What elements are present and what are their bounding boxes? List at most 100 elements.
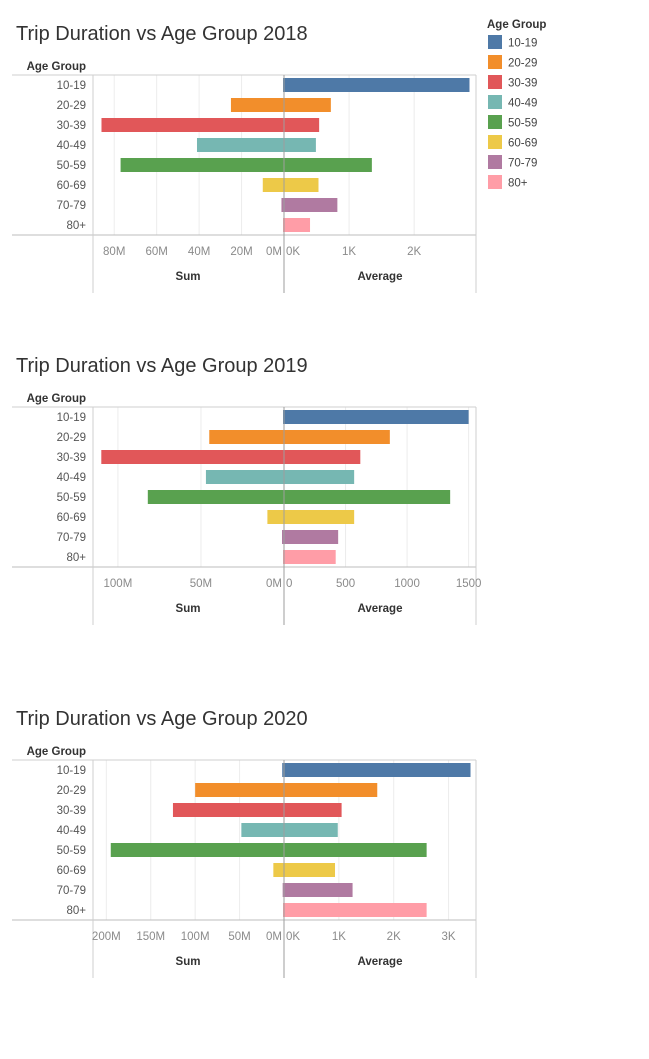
sum-bar — [196, 138, 284, 152]
category-label: 50-59 — [57, 492, 86, 504]
average-bar — [284, 98, 331, 112]
sum-bar — [282, 883, 284, 897]
category-label: 60-69 — [57, 512, 86, 524]
legend-label: 30-39 — [508, 78, 537, 90]
row-header: Age Group — [27, 393, 86, 405]
sum-bar — [282, 530, 284, 544]
chart-title: Trip Duration vs Age Group 2019 — [16, 355, 308, 377]
average-bar — [284, 178, 319, 192]
sum-tick-label: 50M — [190, 578, 212, 590]
category-label: 20-29 — [57, 785, 86, 797]
sum-tick-label: 0M — [266, 578, 282, 590]
legend-swatch — [488, 75, 502, 89]
average-bar — [284, 430, 390, 444]
category-label: 10-19 — [57, 412, 86, 424]
legend-label: 40-49 — [508, 98, 537, 110]
average-bar — [284, 550, 336, 564]
average-bar — [284, 510, 355, 524]
category-label: 60-69 — [57, 180, 86, 192]
average-bar — [284, 763, 471, 777]
category-label: 40-49 — [57, 140, 86, 152]
row-header: Age Group — [27, 746, 86, 758]
average-bar — [284, 158, 372, 172]
average-bar — [284, 218, 311, 232]
sum-tick-label: 0M — [266, 931, 282, 943]
average-axis-title: Average — [358, 956, 403, 968]
sum-tick-label: 60M — [145, 246, 167, 258]
average-tick-label: 1K — [332, 931, 346, 943]
sum-bar — [282, 763, 284, 777]
sum-bar — [195, 783, 284, 797]
legend-swatch — [488, 135, 502, 149]
average-bar — [284, 843, 427, 857]
category-label: 80+ — [66, 905, 86, 917]
sum-bar — [172, 803, 284, 817]
sum-bar — [281, 198, 284, 212]
legend-label: 80+ — [508, 178, 528, 190]
legend-label: 70-79 — [508, 158, 537, 170]
sum-axis-title: Sum — [176, 271, 201, 283]
sum-tick-label: 100M — [181, 931, 210, 943]
sum-bar — [241, 823, 284, 837]
sum-tick-label: 100M — [104, 578, 133, 590]
average-bar — [284, 783, 378, 797]
legend-swatch — [488, 115, 502, 129]
legend-label: 10-19 — [508, 38, 537, 50]
average-bar — [284, 530, 339, 544]
chart-panel-2: Trip Duration vs Age Group 2019 Age Group… — [12, 355, 481, 625]
average-tick-label: 1000 — [394, 578, 420, 590]
legend-label: 50-59 — [508, 118, 537, 130]
sum-tick-label: 40M — [188, 246, 210, 258]
average-tick-label: 0 — [286, 578, 292, 590]
sum-bar — [273, 863, 284, 877]
category-label: 50-59 — [57, 845, 86, 857]
average-bar — [284, 450, 361, 464]
legend-swatch — [488, 95, 502, 109]
chart-title: Trip Duration vs Age Group 2020 — [16, 708, 308, 730]
average-bar — [284, 863, 336, 877]
average-bar — [284, 118, 320, 132]
category-label: 80+ — [66, 552, 86, 564]
average-bar — [284, 78, 470, 92]
average-axis-title: Average — [358, 603, 403, 615]
legend-swatch — [488, 155, 502, 169]
legend-title: Age Group — [487, 19, 546, 31]
category-label: 10-19 — [57, 80, 86, 92]
average-bar — [284, 470, 355, 484]
average-axis-title: Average — [358, 271, 403, 283]
average-bar — [284, 883, 353, 897]
average-bar — [284, 903, 427, 917]
sum-bar — [120, 158, 284, 172]
legend-label: 20-29 — [508, 58, 537, 70]
sum-axis-title: Sum — [176, 603, 201, 615]
average-tick-label: 2K — [387, 931, 401, 943]
sum-tick-label: 150M — [136, 931, 165, 943]
sum-tick-label: 200M — [92, 931, 121, 943]
sum-bar — [101, 118, 284, 132]
category-label: 70-79 — [57, 200, 86, 212]
average-bar — [284, 490, 451, 504]
category-label: 40-49 — [57, 825, 86, 837]
average-tick-label: 0K — [286, 246, 300, 258]
average-tick-label: 3K — [442, 931, 456, 943]
average-tick-label: 1500 — [456, 578, 482, 590]
sum-bar — [205, 470, 284, 484]
legend-label: 60-69 — [508, 138, 537, 150]
sum-bar — [209, 430, 284, 444]
average-tick-label: 500 — [336, 578, 355, 590]
row-header: Age Group — [27, 61, 86, 73]
sum-bar — [267, 510, 284, 524]
category-label: 40-49 — [57, 472, 86, 484]
sum-tick-label: 80M — [103, 246, 125, 258]
chart-title: Trip Duration vs Age Group 2018 — [16, 23, 308, 45]
category-label: 10-19 — [57, 765, 86, 777]
sum-tick-label: 0M — [266, 246, 282, 258]
sum-bar — [230, 98, 284, 112]
average-tick-label: 1K — [342, 246, 356, 258]
legend: Age Group 10-19 20-29 30-39 40-49 50-59 60-69 7… — [487, 19, 546, 190]
chart-panel-3: Trip Duration vs Age Group 2020 Age Group… — [12, 708, 477, 978]
category-label: 20-29 — [57, 100, 86, 112]
category-label: 30-39 — [57, 120, 86, 132]
average-bar — [284, 803, 342, 817]
